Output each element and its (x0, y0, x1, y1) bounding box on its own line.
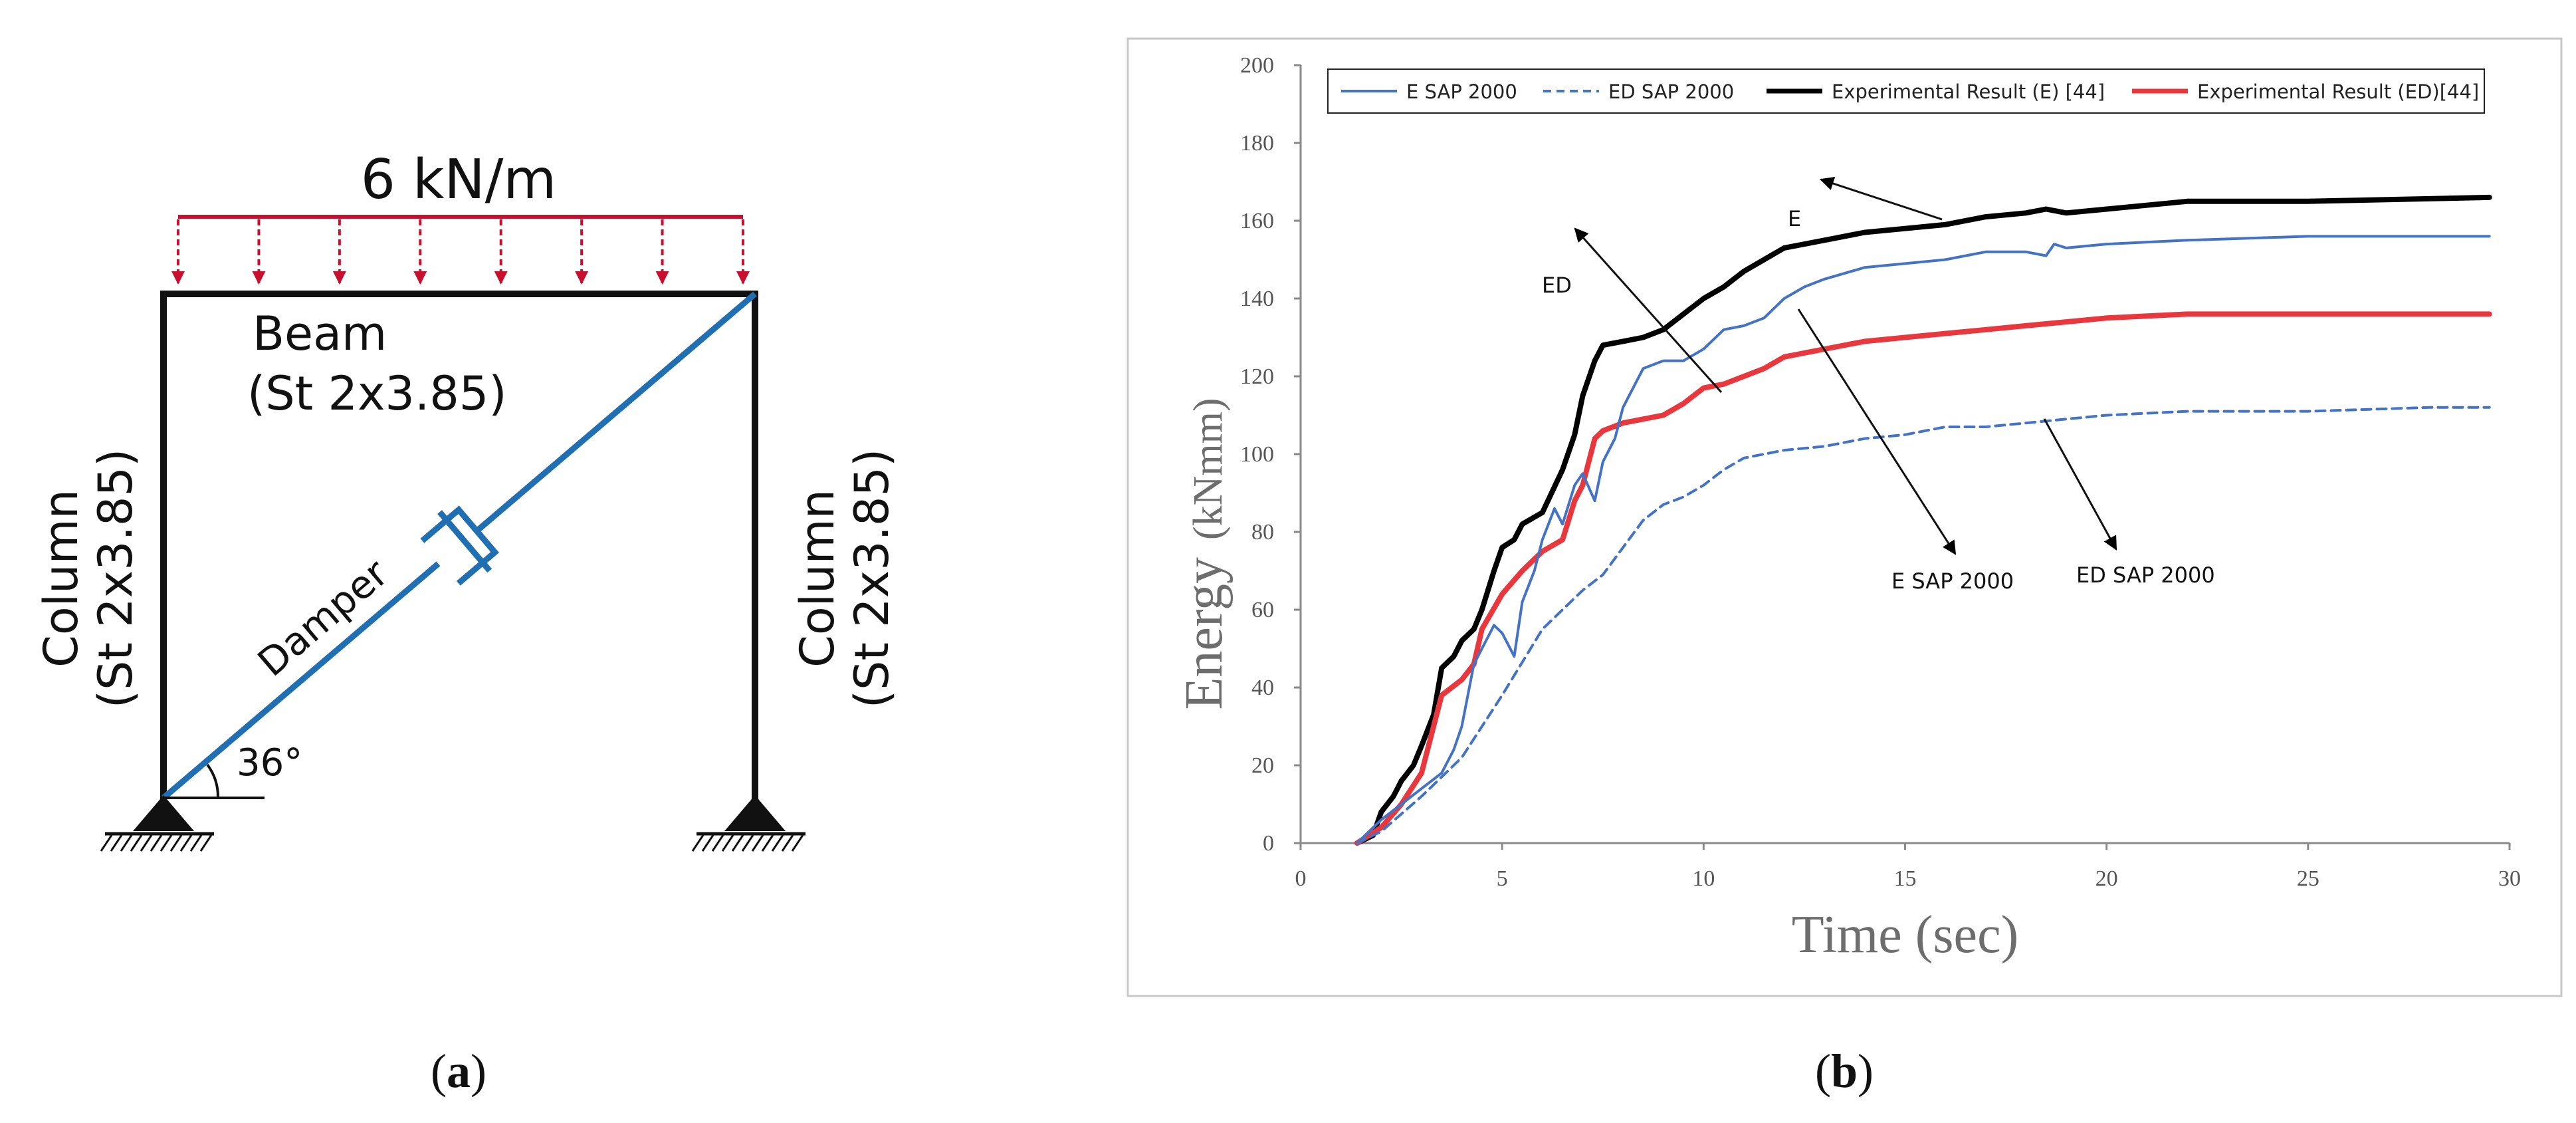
support-hatch-line (691, 834, 704, 852)
annotation-ed-sap: ED SAP 2000 (2076, 562, 2215, 588)
frame-diagram: 6 kN/m 36° (34, 148, 899, 1098)
annotation-e-arrow (1820, 176, 1943, 221)
annotation-ed-arrow (1574, 227, 1723, 393)
annotations: E ED E SAP 2000 ED SAP 2000 (1542, 176, 2215, 594)
left-column-section-label: (St 2x3.85) (88, 449, 143, 709)
support-hatch-line (100, 834, 113, 852)
support-hatch-line (711, 834, 724, 852)
x-tick-label: 10 (1692, 866, 1715, 891)
support-hatch-line (150, 834, 163, 852)
y-tick-label: 120 (1240, 364, 1274, 389)
y-tick-label: 180 (1240, 131, 1274, 156)
support-hatch-line (751, 834, 764, 852)
support-hatch-line (771, 834, 784, 852)
angle-label: 36° (237, 741, 302, 785)
frame (160, 291, 758, 801)
angle-arc (206, 763, 220, 799)
distributed-load (171, 215, 750, 285)
x-tick-label: 20 (2095, 866, 2118, 891)
chart-legend: E SAP 2000 ED SAP 2000 Experimental Result… (1327, 68, 2485, 114)
support-hatch-line (761, 834, 774, 852)
support-hatch-line (741, 834, 754, 852)
annotation-e-sap-arrow (1797, 309, 1957, 555)
y-axis-label: Energy (kNmm) (1175, 398, 1234, 709)
support-hatch-line (721, 834, 734, 852)
y-tick-label: 80 (1251, 520, 1274, 545)
annotation-ed-sap-arrow (2043, 418, 2117, 551)
y-tick-label: 160 (1240, 209, 1274, 233)
support-hatch-line (199, 834, 213, 852)
x-axis-label: Time (sec) (1792, 906, 2018, 964)
y-axis-label-unit: (kNmm) (1186, 398, 1231, 540)
load-label: 6 kN/m (361, 148, 557, 211)
support-hatch-line (189, 834, 203, 852)
x-tick-label: 5 (1497, 866, 1508, 891)
support-hatch-line (781, 834, 794, 852)
y-tick-label: 100 (1240, 442, 1274, 467)
support-hatch-line (160, 834, 173, 852)
chart-axes: 0 20 40 60 80 100 120 140 160 180 200 0 5 10 15 20 25 30 T… (1175, 53, 2521, 964)
legend-label: Experimental Result (E) [44] (1832, 80, 2105, 103)
series-line-ed-sap-2000 (1355, 406, 2491, 844)
support-hatch-line (791, 834, 804, 852)
y-tick-label: 200 (1240, 53, 1274, 78)
x-tick-label: 15 (1894, 866, 1917, 891)
left-column-label: Column (34, 489, 88, 668)
y-tick-label: 140 (1240, 287, 1274, 311)
support-hatch-line (701, 834, 714, 852)
caption-a: (a) (431, 1045, 486, 1098)
annotation-e: E (1788, 206, 1801, 231)
series-line-experimental-result-e-44 (1354, 194, 2492, 846)
beam-label: Beam (253, 307, 387, 361)
x-tick-label: 30 (2498, 866, 2521, 891)
chart-border (1127, 37, 2563, 997)
legend-label: E SAP 2000 (1406, 80, 1517, 103)
right-support (691, 795, 805, 852)
legend-label: Experimental Result (ED)[44] (2197, 80, 2479, 103)
support-hatch-line (130, 834, 143, 852)
beam-section-label: (St 2x3.85) (247, 366, 507, 421)
series-line-e-sap-2000 (1355, 235, 2491, 844)
y-tick-label: 40 (1251, 676, 1274, 700)
y-tick-label: 20 (1251, 753, 1274, 778)
annotation-ed: ED (1542, 273, 1572, 298)
series-layer (1354, 194, 2492, 846)
x-tick-label: 0 (1295, 866, 1307, 891)
right-column-section-label: (St 2x3.85) (845, 449, 899, 709)
support-hatch-line (120, 834, 133, 852)
energy-chart: 0 20 40 60 80 100 120 140 160 180 200 0 5 10 15 20 25 30 T… (1127, 37, 2563, 1098)
x-tick-label: 25 (2297, 866, 2319, 891)
support-hatch-line (110, 834, 123, 852)
y-tick-label: 60 (1251, 598, 1274, 622)
annotation-e-sap: E SAP 2000 (1891, 568, 2014, 594)
right-column-labels: Column (St 2x3.85) (790, 449, 899, 709)
support-hatch-line (179, 834, 193, 852)
support-hatch-line (169, 834, 183, 852)
legend-box (1327, 68, 2485, 114)
y-axis-label-quantity: Energy (1175, 557, 1234, 710)
support-hatch-line (140, 834, 153, 852)
legend-label: ED SAP 2000 (1608, 80, 1734, 103)
left-column-labels: Column (St 2x3.85) (34, 449, 143, 709)
damper-symbol (419, 505, 499, 587)
caption-b: (b) (1815, 1045, 1874, 1098)
series-line-experimental-result-ed-44 (1354, 311, 2492, 846)
left-support (100, 795, 214, 852)
right-column-label: Column (790, 489, 845, 668)
load-arrows (171, 219, 750, 285)
damper-brace (161, 291, 757, 801)
support-hatch-line (731, 834, 744, 852)
y-tick-label: 0 (1263, 831, 1274, 856)
